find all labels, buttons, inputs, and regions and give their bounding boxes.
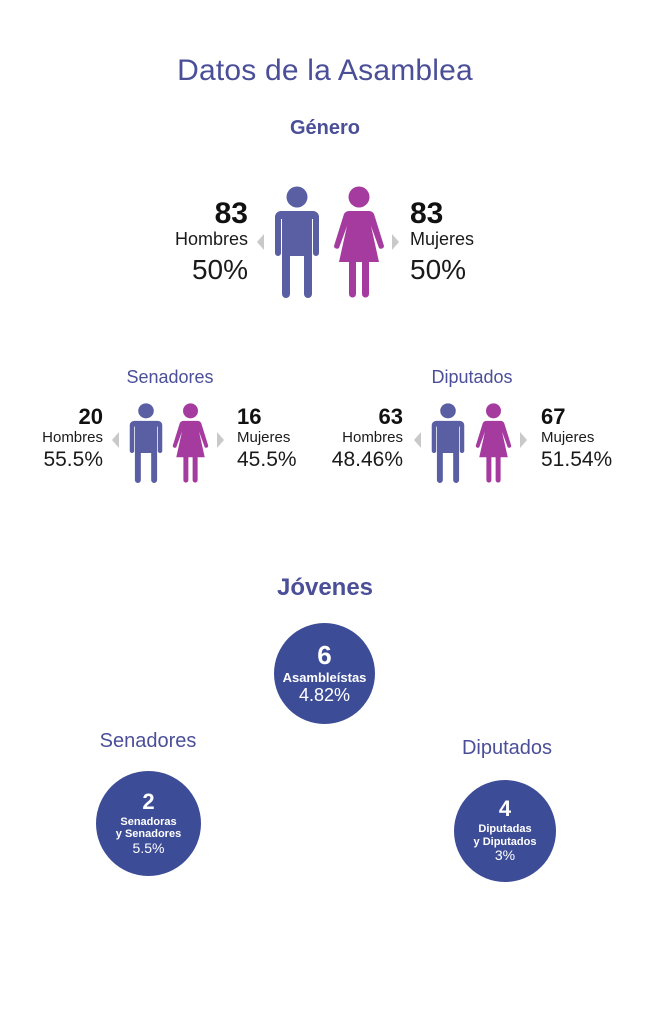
deputies-women-pct: 51.54% — [541, 448, 613, 471]
senators-heading: Senadores — [126, 367, 214, 387]
senators-women-label: Mujeres — [237, 429, 291, 446]
gender-women-pct: 50% — [410, 254, 467, 285]
gender-men-label: Hombres — [174, 229, 248, 249]
deputies-men-block: 63 Hombres 48.46% — [318, 404, 403, 472]
gender-men-pct: 50% — [191, 254, 248, 285]
deputies-men-pct: 48.46% — [331, 448, 403, 471]
senators-women-pct: 45.5% — [237, 448, 297, 471]
deputies-men-label: Hombres — [342, 429, 403, 446]
senators-men-block: 20 Hombres 55.5% — [20, 404, 103, 472]
gender-women-arrow-icon — [392, 234, 399, 250]
deputies-heading: Diputados — [431, 367, 513, 387]
youth-senators-pct: 5.5% — [132, 839, 165, 856]
youth-senators-label-2: y Senadores — [115, 828, 182, 841]
youth-deputies-pct: 3% — [494, 847, 516, 864]
youth-deputies-label-2: y Diputados — [473, 835, 537, 848]
senators-men-pct: 55.5% — [43, 448, 103, 471]
senators-men-arrow-icon — [112, 432, 119, 448]
youth-heading: Jóvenes — [276, 574, 374, 601]
youth-senators-count: 2 — [142, 788, 155, 814]
gender-men-count: 83 — [214, 197, 248, 230]
male-figure-icon — [275, 186, 319, 298]
deputies-women-arrow-icon — [520, 432, 527, 448]
female-figure-icon — [475, 403, 512, 483]
male-figure-icon — [129, 403, 163, 483]
gender-women-count: 83 — [410, 197, 444, 230]
male-figure-icon — [431, 403, 465, 483]
senators-women-arrow-icon — [217, 432, 224, 448]
deputies-men-count: 63 — [378, 404, 403, 429]
senators-women-block: 16 Mujeres 45.5% — [237, 404, 322, 472]
deputies-men-arrow-icon — [414, 432, 421, 448]
senators-men-count: 20 — [78, 404, 103, 429]
gender-heading: Género — [289, 117, 361, 139]
youth-total-pct: 4.82% — [298, 684, 351, 705]
youth-deputies-circle: 4 Diputadas y Diputados 3% — [454, 780, 556, 882]
deputies-women-count: 67 — [541, 404, 566, 429]
youth-deputies-label-1: Diputadas — [478, 823, 532, 836]
youth-total-circle: 6 Asambleístas 4.82% — [274, 623, 375, 724]
deputies-women-block: 67 Mujeres 51.54% — [541, 404, 636, 472]
senators-men-label: Hombres — [42, 429, 103, 446]
youth-deputies-count: 4 — [498, 796, 512, 822]
deputies-women-label: Mujeres — [541, 429, 595, 446]
youth-senators-label-1: Senadoras — [120, 815, 177, 828]
female-figure-icon — [172, 403, 209, 483]
youth-senators-circle: 2 Senadoras y Senadores 5.5% — [96, 771, 201, 876]
youth-total-count: 6 — [317, 639, 332, 670]
youth-total-label: Asambleístas — [282, 669, 367, 685]
gender-women-block: 83 Mujeres 50% — [410, 197, 520, 286]
youth-deputies-heading: Diputados — [461, 737, 553, 759]
gender-men-arrow-icon — [257, 234, 264, 250]
gender-men-block: 83 Hombres 50% — [140, 197, 248, 286]
youth-senators-heading: Senadores — [99, 730, 197, 752]
page-title: Datos de la Asamblea — [177, 54, 473, 87]
female-figure-icon — [334, 186, 384, 298]
senators-women-count: 16 — [237, 404, 262, 429]
gender-women-label: Mujeres — [410, 229, 475, 249]
